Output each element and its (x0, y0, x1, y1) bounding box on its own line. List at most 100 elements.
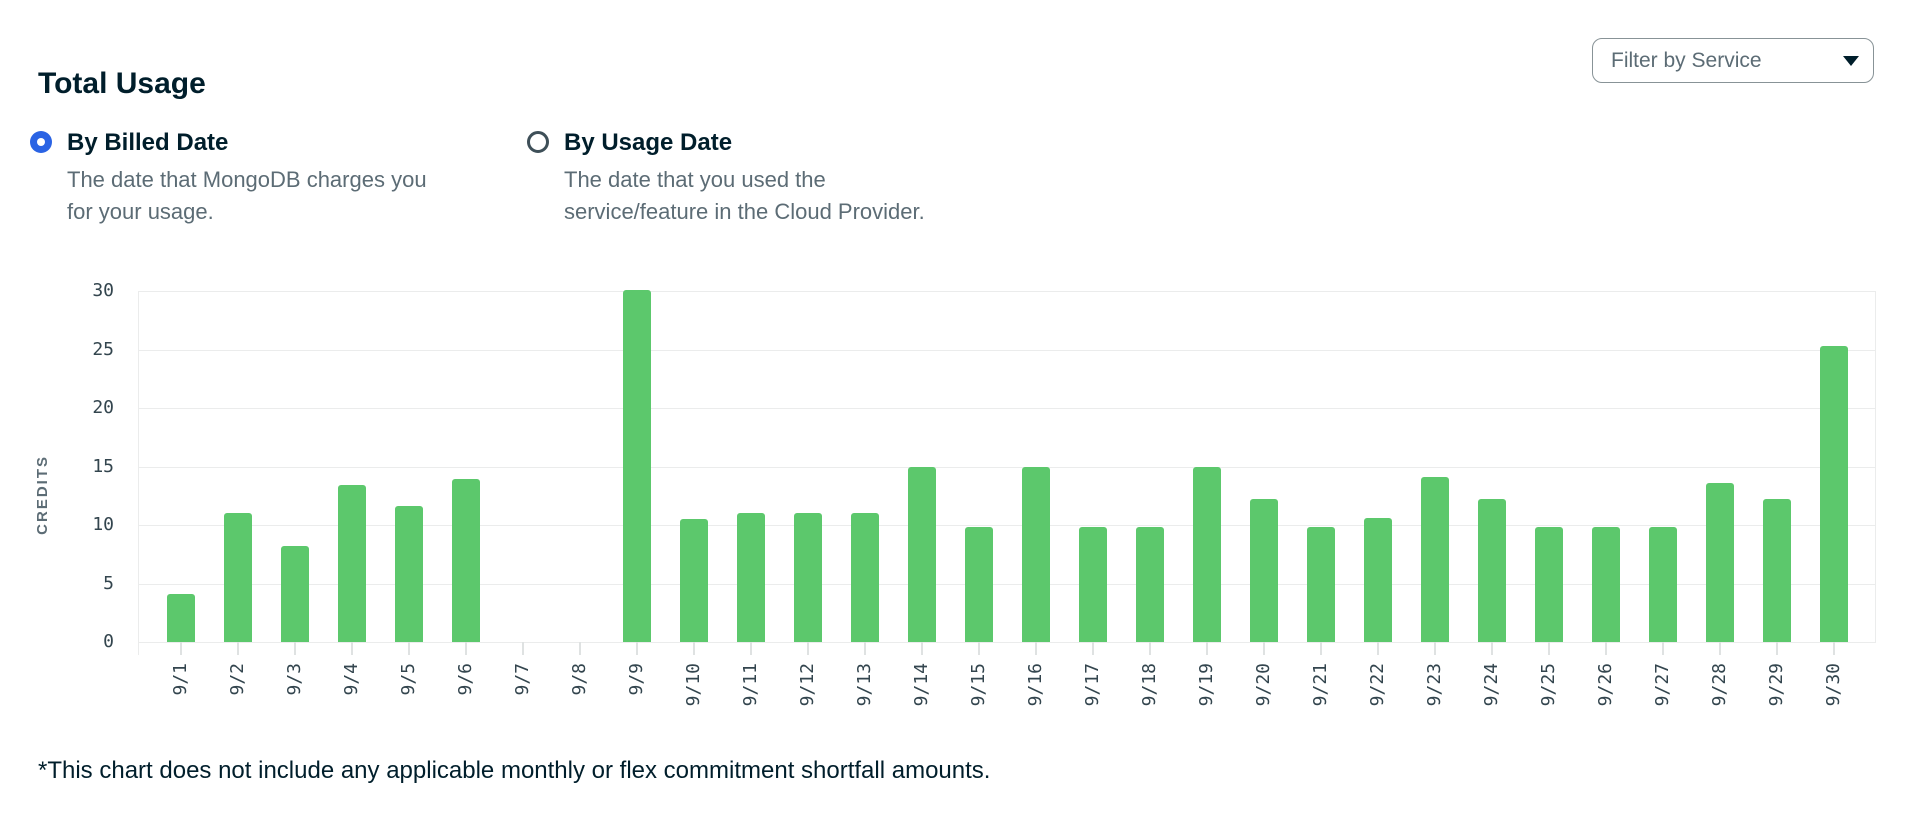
x-tick-label: 9/9 (625, 663, 647, 696)
radio-option-texts: By Usage Date The date that you used the… (564, 131, 929, 228)
bar-9-1[interactable] (166, 594, 195, 642)
y-tick-label: 15 (92, 455, 114, 477)
y-tick-label: 10 (92, 514, 114, 535)
bar-9-24[interactable] (1477, 499, 1506, 642)
y-tick-label: 5 (103, 572, 114, 594)
x-tick-label: 9/21 (1309, 663, 1331, 707)
bar-9-11[interactable] (736, 513, 765, 642)
x-tick (806, 642, 809, 655)
radio-option-description: The date that MongoDB charges you for yo… (67, 167, 427, 224)
x-tick-label: 9/19 (1195, 663, 1217, 707)
x-tick-label: 9/14 (910, 663, 932, 707)
x-tick-label: 9/24 (1480, 663, 1502, 707)
bar-9-15[interactable] (964, 527, 993, 642)
bar-9-26[interactable] (1591, 527, 1620, 642)
x-tick-label: 9/29 (1765, 663, 1787, 707)
x-tick (521, 642, 524, 655)
bar-9-25[interactable] (1534, 527, 1563, 642)
bar-9-30[interactable] (1819, 346, 1848, 642)
x-tick-label: 9/13 (853, 663, 875, 707)
bar-9-10[interactable] (679, 519, 708, 642)
radio-option-label[interactable]: By Usage Date (564, 129, 733, 156)
x-tick (1034, 642, 1037, 655)
radio-option-by-billed-date[interactable]: By Billed Date The date that MongoDB cha… (30, 131, 452, 228)
radio-option-texts: By Billed Date The date that MongoDB cha… (67, 131, 452, 228)
x-tick-label: 9/17 (1081, 663, 1103, 707)
x-tick-label: 9/25 (1537, 663, 1559, 707)
gridline-y-20 (138, 408, 1876, 409)
x-tick (1547, 642, 1550, 655)
y-tick-label: 25 (92, 338, 114, 360)
radio-option-by-usage-date[interactable]: By Usage Date The date that you used the… (527, 131, 929, 228)
radio-button-icon[interactable] (30, 131, 52, 153)
chart-footnote: *This chart does not include any applica… (38, 757, 991, 784)
bar-9-14[interactable] (907, 466, 936, 642)
x-tick-label: 9/16 (1024, 663, 1046, 707)
x-tick (977, 642, 980, 655)
radio-dot (37, 138, 45, 146)
radio-option-description: The date that you used the service/featu… (564, 167, 925, 224)
y-tick-label: 30 (92, 280, 114, 301)
x-tick (1832, 642, 1835, 655)
bar-9-28[interactable] (1705, 482, 1734, 642)
x-tick-label: 9/2 (226, 663, 248, 696)
y-tick-label: 20 (92, 397, 114, 418)
bar-9-21[interactable] (1306, 527, 1335, 642)
x-tick-label: 9/3 (283, 663, 305, 696)
bar-9-16[interactable] (1021, 466, 1050, 642)
gridline-y-0 (138, 642, 1876, 643)
x-tick-label: 9/12 (796, 663, 818, 707)
filter-dropdown-label: Filter by Service (1611, 48, 1762, 72)
x-tick-label: 9/18 (1138, 663, 1160, 707)
filter-by-service-dropdown[interactable]: Filter by Service (1592, 38, 1874, 83)
x-tick-label: 9/28 (1708, 663, 1730, 707)
x-tick-label: 9/20 (1252, 663, 1274, 707)
y-tick-label: 0 (103, 631, 114, 652)
x-tick (863, 642, 866, 655)
bar-9-18[interactable] (1135, 527, 1164, 642)
bar-9-19[interactable] (1192, 466, 1221, 642)
radio-option-label[interactable]: By Billed Date (67, 129, 229, 156)
x-tick-label: 9/4 (340, 663, 362, 696)
bar-9-27[interactable] (1648, 527, 1677, 642)
bar-9-22[interactable] (1363, 517, 1392, 642)
x-tick (1091, 642, 1094, 655)
chevron-down-icon (1843, 55, 1859, 66)
y-axis-title: CREDITS (34, 455, 51, 535)
x-tick-label: 9/15 (967, 663, 989, 707)
bar-9-3[interactable] (280, 546, 309, 642)
x-tick-label: 9/7 (511, 663, 533, 696)
bar-9-12[interactable] (793, 513, 822, 642)
x-tick-label: 9/6 (454, 663, 476, 696)
x-tick (179, 642, 182, 655)
bar-9-5[interactable] (394, 506, 423, 642)
x-tick (692, 642, 695, 655)
x-tick (1205, 642, 1208, 655)
bar-9-2[interactable] (223, 513, 252, 642)
x-tick-label: 9/5 (397, 663, 419, 696)
x-tick-label: 9/11 (739, 663, 761, 707)
bar-9-23[interactable] (1420, 477, 1449, 642)
x-tick (464, 642, 467, 655)
gridline-y-15 (138, 466, 1876, 468)
page-title: Total Usage (38, 67, 206, 101)
bar-9-17[interactable] (1078, 527, 1107, 642)
bar-9-6[interactable] (451, 479, 480, 642)
bar-9-9[interactable] (622, 289, 651, 642)
x-tick (350, 642, 353, 655)
x-tick-label: 9/23 (1423, 663, 1445, 707)
x-tick (1604, 642, 1607, 655)
bar-9-20[interactable] (1249, 499, 1278, 642)
bar-9-13[interactable] (850, 513, 879, 642)
x-tick-label: 9/8 (568, 663, 590, 696)
y-axis-line (138, 291, 139, 655)
bar-9-4[interactable] (337, 485, 366, 642)
radio-button-icon[interactable] (527, 131, 549, 153)
bar-9-29[interactable] (1762, 499, 1791, 642)
x-tick-label: 9/27 (1651, 663, 1673, 707)
x-tick (578, 642, 581, 655)
x-tick (293, 642, 296, 655)
gridline-y-10 (138, 525, 1876, 526)
x-tick-label: 9/22 (1366, 663, 1388, 707)
